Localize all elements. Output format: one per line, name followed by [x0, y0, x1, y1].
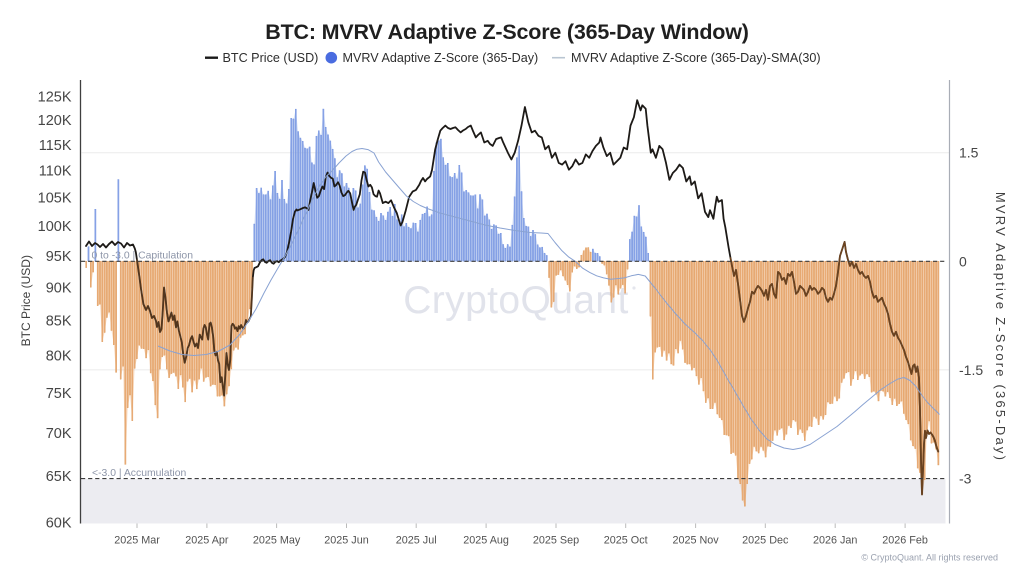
svg-text:110K: 110K: [39, 164, 72, 180]
svg-text:MVRV Adaptive Z-Score (365-Day: MVRV Adaptive Z-Score (365-Day): [993, 192, 1008, 462]
svg-text:2025 Oct: 2025 Oct: [604, 535, 648, 547]
svg-text:65K: 65K: [46, 469, 72, 485]
svg-text:0 to -3.0 | Capitulation: 0 to -3.0 | Capitulation: [92, 251, 194, 262]
svg-text:2025 Sep: 2025 Sep: [533, 535, 579, 547]
svg-text:100K: 100K: [38, 219, 72, 235]
svg-text:2025 Dec: 2025 Dec: [742, 535, 789, 547]
svg-text:125K: 125K: [38, 90, 72, 106]
svg-text:CryptoQuant: CryptoQuant: [403, 279, 629, 322]
svg-text:70K: 70K: [46, 426, 72, 442]
svg-text:115K: 115K: [39, 138, 72, 154]
svg-text:60K: 60K: [46, 516, 72, 532]
svg-text:2026 Jan: 2026 Jan: [813, 535, 857, 547]
svg-text:120K: 120K: [38, 113, 72, 129]
svg-text:2025 Jun: 2025 Jun: [324, 535, 368, 547]
svg-text:2025 May: 2025 May: [253, 535, 301, 547]
svg-text:BTC Price (USD): BTC Price (USD): [223, 51, 319, 65]
svg-text:1.5: 1.5: [959, 145, 979, 161]
svg-text:2025 Aug: 2025 Aug: [463, 535, 509, 547]
svg-text:-1.5: -1.5: [959, 362, 983, 378]
svg-text:<-3.0 | Accumulation: <-3.0 | Accumulation: [92, 468, 186, 479]
svg-text:2025 Nov: 2025 Nov: [672, 535, 719, 547]
svg-text:2026 Feb: 2026 Feb: [882, 535, 928, 547]
svg-text:2025 Jul: 2025 Jul: [396, 535, 437, 547]
svg-text:90K: 90K: [46, 280, 72, 296]
svg-text:MVRV Adaptive Z-Score (365-Day: MVRV Adaptive Z-Score (365-Day): [343, 51, 539, 65]
svg-text:-3: -3: [959, 471, 972, 487]
svg-text:2025 Mar: 2025 Mar: [114, 535, 160, 547]
svg-text:MVRV Adaptive Z-Score (365-Day: MVRV Adaptive Z-Score (365-Day)-SMA(30): [571, 51, 821, 65]
svg-text:95K: 95K: [46, 249, 72, 265]
svg-text:© CryptoQuant. All rights rese: © CryptoQuant. All rights reserved: [861, 553, 998, 563]
svg-text:75K: 75K: [46, 386, 72, 402]
svg-text:BTC Price (USD): BTC Price (USD): [19, 255, 33, 346]
svg-text:0: 0: [959, 253, 967, 269]
svg-text:BTC: MVRV Adaptive Z-Score (36: BTC: MVRV Adaptive Z-Score (365-Day Wind…: [265, 20, 748, 44]
svg-text:105K: 105K: [38, 191, 72, 207]
svg-text:80K: 80K: [46, 349, 72, 365]
svg-text:2025 Apr: 2025 Apr: [185, 535, 229, 547]
svg-text:85K: 85K: [46, 314, 72, 330]
